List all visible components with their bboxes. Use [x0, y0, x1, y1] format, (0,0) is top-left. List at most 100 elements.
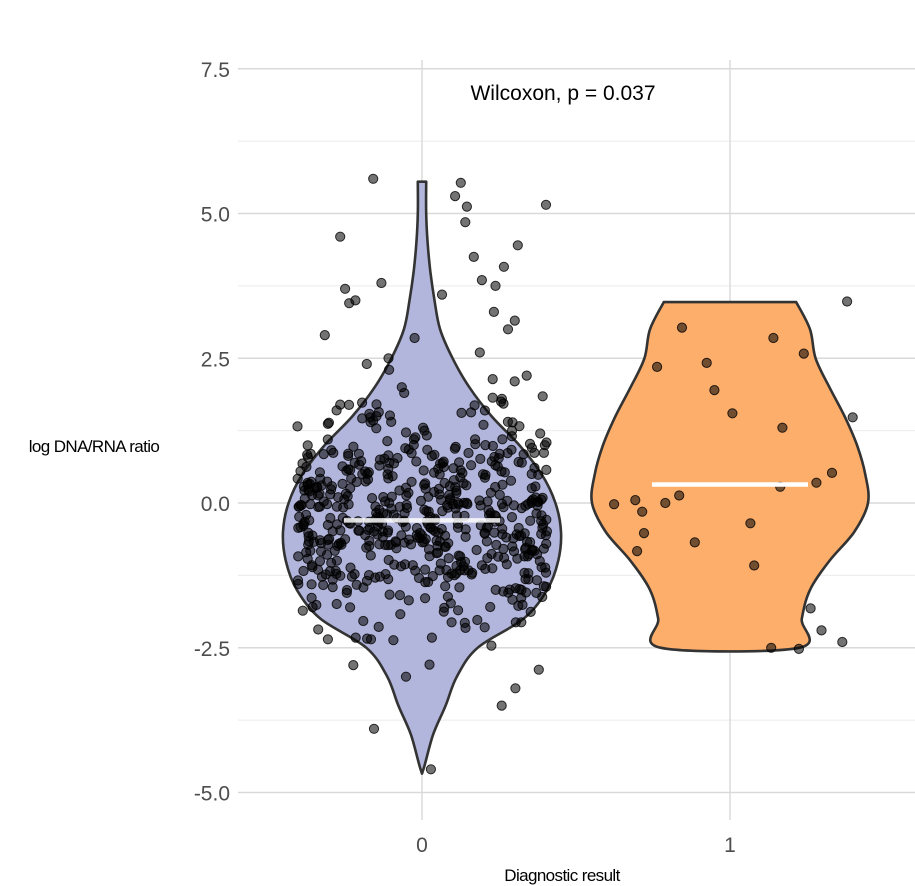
data-point-group-0: [324, 533, 335, 545]
data-point-group-0: [314, 488, 325, 499]
data-point-group-0: [363, 570, 375, 581]
data-point-group-0: [371, 399, 382, 410]
y-tick-label: 7.5: [201, 59, 230, 82]
data-point-group-0: [399, 387, 410, 399]
data-point-group-0: [498, 398, 509, 409]
data-point-group-0: [372, 529, 383, 540]
data-point-group-0: [330, 565, 341, 577]
data-point-group-0: [356, 456, 367, 467]
data-point-group-0: [487, 374, 498, 385]
data-point-group-0: [322, 519, 333, 531]
data-point-group-1: [632, 546, 643, 557]
data-point-group-0: [476, 275, 487, 286]
data-point-group-0: [518, 449, 529, 460]
data-point-group-1: [630, 495, 641, 506]
data-point-group-0: [490, 280, 501, 291]
data-point-group-0: [376, 277, 387, 289]
data-point-group-0: [357, 397, 368, 408]
data-point-group-0: [401, 499, 412, 511]
data-point-group-0: [319, 330, 330, 341]
data-point-group-0: [538, 543, 550, 554]
data-point-group-0: [450, 191, 461, 202]
data-point-group-0: [365, 634, 377, 645]
data-point-group-0: [488, 306, 499, 317]
data-point-group-0: [406, 476, 417, 487]
data-point-group-0: [348, 660, 359, 671]
data-point-group-0: [365, 550, 376, 561]
data-point-group-1: [674, 490, 685, 501]
data-point-group-0: [322, 549, 333, 560]
data-point-group-0: [322, 634, 333, 645]
data-point-group-0: [292, 473, 303, 484]
data-point-group-0: [537, 391, 548, 402]
data-point-group-0: [501, 559, 512, 570]
data-point-group-0: [446, 617, 457, 628]
data-point-group-0: [384, 364, 395, 375]
data-point-group-0: [345, 602, 356, 613]
data-point-group-0: [305, 448, 316, 459]
data-point-group-0: [463, 447, 474, 459]
data-point-group-0: [344, 298, 355, 309]
data-point-group-0: [305, 499, 316, 510]
data-point-group-0: [460, 622, 471, 634]
data-point-group-0: [297, 605, 308, 616]
data-point-group-1: [777, 422, 788, 433]
data-point-group-0: [361, 542, 372, 553]
data-point-group-0: [343, 448, 354, 459]
y-tick-label: 0.0: [201, 493, 230, 516]
data-point-group-0: [463, 565, 474, 576]
data-point-group-0: [322, 476, 333, 487]
data-point-group-0: [427, 571, 438, 582]
data-point-group-0: [436, 494, 447, 506]
data-point-group-0: [490, 584, 501, 596]
data-point-group-0: [541, 581, 552, 592]
data-point-group-0: [436, 289, 448, 300]
y-tick-label: 2.5: [201, 348, 230, 371]
data-point-group-0: [499, 467, 510, 478]
data-point-group-0: [471, 544, 482, 556]
data-point-group-0: [298, 565, 309, 577]
data-point-group-0: [304, 486, 315, 497]
data-point-group-0: [460, 217, 471, 228]
data-point-group-0: [496, 700, 507, 711]
data-point-group-0: [340, 283, 351, 294]
data-point-group-0: [383, 554, 394, 566]
data-point-group-0: [523, 574, 534, 585]
data-point-group-0: [476, 560, 487, 571]
data-point-group-0: [437, 506, 448, 517]
data-point-group-1: [638, 528, 650, 539]
data-point-group-0: [395, 609, 406, 620]
data-point-group-0: [403, 595, 414, 606]
data-point-group-0: [343, 399, 355, 410]
data-point-group-0: [306, 579, 317, 590]
data-point-group-0: [533, 664, 544, 675]
data-point-group-0: [351, 476, 362, 488]
data-point-group-0: [514, 584, 525, 595]
data-point-group-0: [519, 528, 530, 539]
data-point-group-0: [361, 358, 372, 370]
data-point-group-0: [383, 473, 394, 484]
data-point-group-0: [373, 621, 384, 633]
data-point-group-0: [497, 434, 508, 445]
data-point-group-0: [448, 475, 460, 486]
y-tick-labels: 7.5 5.0 2.5 0.0 -2.5 -5.0: [194, 59, 230, 806]
data-point-group-0: [293, 522, 304, 534]
data-point-group-0: [470, 439, 481, 450]
data-point-group-0: [403, 534, 415, 545]
data-point-group-0: [386, 491, 397, 502]
data-point-group-0: [436, 523, 447, 535]
data-point-group-0: [335, 231, 346, 242]
data-point-group-0: [420, 483, 431, 494]
data-point-group-0: [303, 527, 314, 539]
data-point-group-0: [316, 571, 328, 582]
data-point-group-0: [460, 531, 471, 543]
data-point-group-0: [508, 500, 520, 511]
data-point-group-0: [513, 600, 524, 612]
data-point-group-0: [487, 440, 498, 452]
data-point-group-0: [383, 574, 394, 585]
data-point-group-0: [475, 500, 486, 511]
data-point-group-0: [293, 501, 304, 512]
data-point-group-0: [529, 545, 540, 556]
data-point-group-0: [331, 598, 342, 610]
data-point-group-0: [438, 456, 449, 467]
